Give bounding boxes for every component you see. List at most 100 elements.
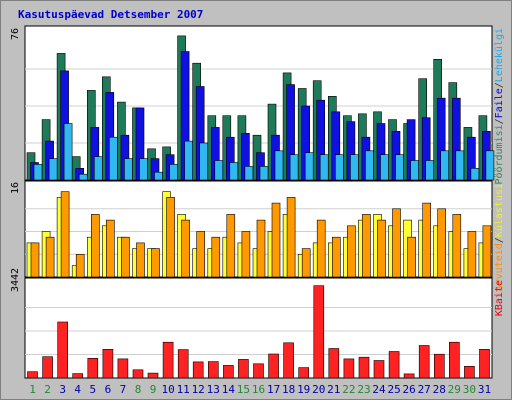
middle-bar xyxy=(286,197,296,278)
middle-ymax-label: 16 xyxy=(10,182,21,194)
day-tick-label: 24 xyxy=(372,383,386,396)
day-tick-label: 14 xyxy=(222,383,236,396)
top-bar xyxy=(259,166,269,181)
bottom-legend: KBaite xyxy=(494,280,505,316)
legend-entry: / xyxy=(494,237,505,243)
top-bar xyxy=(319,154,329,181)
middle-bar xyxy=(181,219,190,278)
middle-bar xyxy=(301,248,311,278)
legend-entry: Külastusi xyxy=(494,183,505,237)
middle-bar xyxy=(136,242,145,278)
bottom-bar xyxy=(42,356,53,379)
day-tick-label: 7 xyxy=(120,383,127,396)
day-tick-label: 5 xyxy=(89,383,96,396)
top-bar xyxy=(184,140,193,181)
day-tick-label: 23 xyxy=(357,383,370,396)
middle-bar xyxy=(166,197,175,278)
bottom-bar xyxy=(464,365,475,379)
bottom-bar xyxy=(479,348,490,379)
day-tick-label: 21 xyxy=(327,383,340,396)
bottom-bar xyxy=(87,357,99,379)
middle-bar xyxy=(482,225,492,278)
legend-entry: Pöördumisi xyxy=(494,124,505,184)
top-bar xyxy=(485,150,495,181)
top-bar xyxy=(94,156,103,181)
day-tick-label: 6 xyxy=(105,383,112,396)
bottom-bar xyxy=(418,345,430,379)
top-bar xyxy=(395,154,404,181)
bottom-bar xyxy=(177,349,189,379)
top-bar xyxy=(33,164,43,181)
middle-bar xyxy=(106,219,115,278)
day-tick-label: 10 xyxy=(161,383,174,396)
middle-bar xyxy=(30,242,40,278)
top-bar xyxy=(78,173,88,181)
bottom-bar xyxy=(268,353,279,379)
top-bar xyxy=(410,160,419,181)
middle-bar xyxy=(362,214,371,278)
middle-bar xyxy=(331,236,341,278)
bottom-bar xyxy=(147,372,159,379)
top-legend: Pöördumisi/Faile/Lehekülgi xyxy=(494,28,505,185)
top-bar xyxy=(154,171,163,181)
bottom-bar xyxy=(192,361,204,379)
legend-entry: / xyxy=(494,118,505,124)
bottom-panel: 3442 KBaite xyxy=(10,268,505,379)
top-bar xyxy=(48,158,58,181)
day-tick-label: 13 xyxy=(207,383,220,396)
top-bar xyxy=(199,142,208,181)
bottom-bar xyxy=(162,341,174,379)
day-tick-label: 11 xyxy=(177,383,190,396)
day-tick-label: 19 xyxy=(297,383,310,396)
middle-bar xyxy=(211,236,221,278)
day-tick-label: 31 xyxy=(478,383,491,396)
middle-bar xyxy=(392,208,401,278)
middle-legend: Arvuteid/Külastusi xyxy=(494,183,505,291)
top-bar xyxy=(425,160,435,181)
day-tick-label: 22 xyxy=(342,383,355,396)
top-bar xyxy=(139,158,148,181)
legend-entry: KBaite xyxy=(494,280,505,316)
middle-bar xyxy=(467,231,477,278)
middle-panel: 16 Arvuteid/Külastusi xyxy=(10,180,505,291)
middle-bar xyxy=(121,236,130,278)
day-tick-label: 12 xyxy=(192,383,205,396)
middle-bar xyxy=(45,236,55,278)
middle-bar xyxy=(91,214,100,278)
day-tick-label: 29 xyxy=(448,383,461,396)
bottom-bar xyxy=(388,351,400,379)
bottom-bar xyxy=(403,373,415,379)
day-tick-label: 20 xyxy=(312,383,325,396)
bottom-bar xyxy=(283,342,294,379)
day-tick-label: 18 xyxy=(282,383,295,396)
middle-bar xyxy=(241,231,251,278)
top-bar xyxy=(124,158,133,181)
day-axis: 1 2 3 4 5 6 7 8 9 10 11 12 13 14 15 16 17 18 19 20 21 22 23 24 2… xyxy=(29,383,491,396)
middle-bar xyxy=(316,219,326,278)
top-bar xyxy=(244,166,254,181)
day-tick-label: 28 xyxy=(433,383,446,396)
bottom-bar xyxy=(313,285,325,379)
legend-entry: / xyxy=(494,82,505,88)
top-bar xyxy=(455,150,465,181)
day-tick-label: 1 xyxy=(29,383,36,396)
bottom-bar xyxy=(223,365,234,379)
top-bar xyxy=(274,150,284,181)
top-bar xyxy=(365,150,374,181)
bottom-bar xyxy=(238,359,249,379)
top-bar xyxy=(380,154,389,181)
middle-bar xyxy=(60,191,70,278)
bottom-bar xyxy=(102,348,114,379)
bottom-bar xyxy=(132,369,144,379)
bottom-bar xyxy=(358,356,370,379)
bottom-bar xyxy=(117,358,129,379)
bottom-bar xyxy=(448,341,460,379)
middle-bar xyxy=(226,214,236,278)
middle-bar xyxy=(75,254,85,278)
legend-entry: Faile xyxy=(494,88,505,118)
bottom-bar xyxy=(57,321,69,379)
day-tick-label: 16 xyxy=(252,383,265,396)
middle-bar xyxy=(377,219,386,278)
